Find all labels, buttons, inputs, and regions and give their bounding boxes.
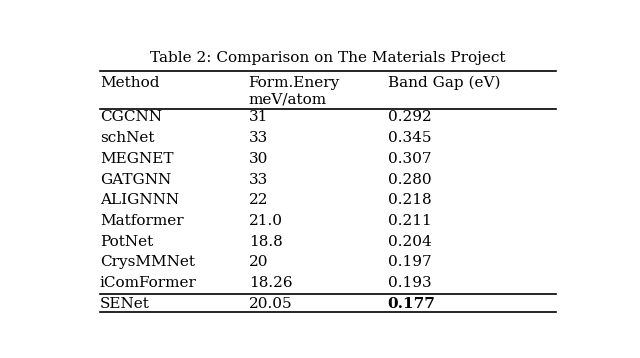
Text: 0.204: 0.204: [388, 234, 431, 248]
Text: 18.26: 18.26: [249, 276, 292, 290]
Text: 0.345: 0.345: [388, 131, 431, 145]
Text: 18.8: 18.8: [249, 234, 282, 248]
Text: iComFormer: iComFormer: [100, 276, 196, 290]
Text: 0.177: 0.177: [388, 296, 435, 311]
Text: CrysMMNet: CrysMMNet: [100, 255, 195, 269]
Text: 30: 30: [249, 152, 268, 166]
Text: 33: 33: [249, 173, 268, 187]
Text: 22: 22: [249, 193, 268, 207]
Text: Band Gap (eV): Band Gap (eV): [388, 76, 500, 91]
Text: 33: 33: [249, 131, 268, 145]
Text: 20: 20: [249, 255, 268, 269]
Text: Form.Enery
meV/atom: Form.Enery meV/atom: [249, 76, 340, 106]
Text: 31: 31: [249, 111, 268, 125]
Text: CGCNN: CGCNN: [100, 111, 162, 125]
Text: 0.307: 0.307: [388, 152, 431, 166]
Text: Table 2: Comparison on The Materials Project: Table 2: Comparison on The Materials Pro…: [150, 51, 506, 65]
Text: schNet: schNet: [100, 131, 154, 145]
Text: Method: Method: [100, 76, 159, 90]
Text: 0.292: 0.292: [388, 111, 431, 125]
Text: 0.197: 0.197: [388, 255, 431, 269]
Text: ALIGNNN: ALIGNNN: [100, 193, 179, 207]
Text: 0.280: 0.280: [388, 173, 431, 187]
Text: GATGNN: GATGNN: [100, 173, 171, 187]
Text: Matformer: Matformer: [100, 214, 184, 228]
Text: 21.0: 21.0: [249, 214, 283, 228]
Text: PotNet: PotNet: [100, 234, 153, 248]
Text: SENet: SENet: [100, 296, 150, 311]
Text: 0.218: 0.218: [388, 193, 431, 207]
Text: MEGNET: MEGNET: [100, 152, 173, 166]
Text: 20.05: 20.05: [249, 296, 292, 311]
Text: 0.211: 0.211: [388, 214, 431, 228]
Text: 0.193: 0.193: [388, 276, 431, 290]
